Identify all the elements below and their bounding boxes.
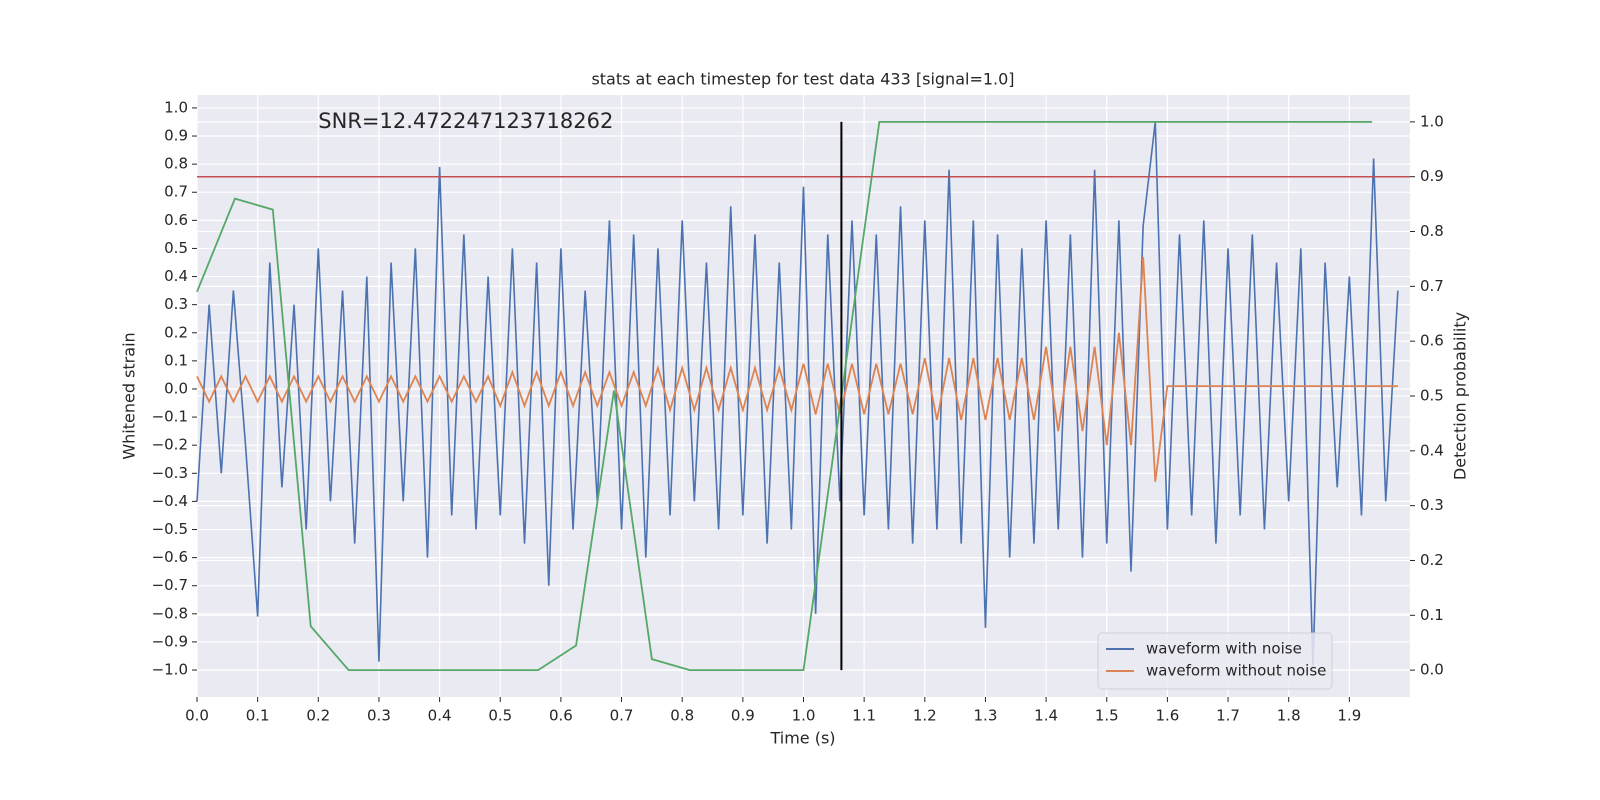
y-tick-label: 0.7 [164,183,188,201]
annotation: SNR=12.472247123718262 [318,109,613,133]
x-tick-label: 0.3 [367,707,391,725]
legend-box [1097,632,1333,690]
x-tick-label: 1.0 [792,707,816,725]
y2-tick-label: 0.0 [1420,661,1444,679]
grid [196,95,1410,697]
y2-tick-label: 0.7 [1420,277,1444,295]
y2-tick-label: 0.5 [1420,387,1444,405]
x-tick-label: 1.6 [1155,707,1179,725]
y-tick-label: 0.4 [164,267,188,285]
y-tick-label: −0.8 [152,604,188,622]
x-tick-label: 1.9 [1337,707,1361,725]
x-tick-label: 1.7 [1216,707,1240,725]
x-tick-label: 1.5 [1095,707,1119,725]
x-axis-label: Time (s) [769,729,835,748]
labels: 0.0 0.1 0.2 0.3 0.4 0.5 0.6 0.7 0.8 0.9 1.0 1.1 1.2 1… [152,98,1444,724]
y-tick-label: 0.6 [164,211,188,229]
x-tick-label: 0.1 [246,707,270,725]
x-tick-label: 1.8 [1277,707,1301,725]
x-tick-label: 0.2 [306,707,330,725]
series-line [196,120,1373,672]
legend-label: waveform with noise [1146,640,1302,658]
y-tick-label: 0.9 [164,127,188,145]
x-tick-label: 1.2 [913,707,937,725]
x-tick-label: 0.9 [731,707,755,725]
y-tick-label: −0.9 [152,632,188,650]
x-tick-label: 0.6 [549,707,573,725]
y-tick-label: 0.3 [164,295,188,313]
chart-title: stats at each timestep for test data 433… [591,70,1014,89]
x-tick-label: 1.1 [852,707,876,725]
y-tick-label: −0.5 [152,520,188,538]
y-tick-label: 0.8 [164,155,188,173]
y2-tick-label: 0.9 [1420,167,1444,185]
y2-tick-label: 0.4 [1420,441,1444,459]
series-line [196,256,1398,482]
x-tick-label: 0.8 [670,707,694,725]
y-tick-label: −0.6 [152,548,188,566]
y-tick-label: −1.0 [152,661,188,679]
y2-tick-label: 0.8 [1420,222,1444,240]
y-tick-label: −0.1 [152,408,188,426]
y2-tick-label: 0.3 [1420,496,1444,514]
y2-tick-label: 0.2 [1420,551,1444,569]
legend-label: waveform without noise [1146,662,1326,680]
y2-tick-label: 0.1 [1420,606,1444,624]
x-tick-label: 0.0 [185,707,209,725]
y-tick-label: −0.2 [152,436,188,454]
y-tick-label: 1.0 [164,98,188,116]
x-tick-label: 1.3 [974,707,998,725]
y2-tick-label: 1.0 [1420,112,1444,130]
y-tick-label: 0.5 [164,239,188,257]
marks [196,120,1410,672]
x-tick-label: 0.5 [488,707,512,725]
series-line [196,121,1399,668]
y-tick-label: −0.3 [152,464,188,482]
y-axis-label: Whitened strain [120,332,139,459]
y2-tick-label: 0.6 [1420,332,1444,350]
y-tick-label: −0.4 [152,492,188,510]
y-tick-label: 0.0 [164,379,188,397]
y2-axis-label: Detection probability [1451,312,1470,480]
x-tick-label: 1.4 [1034,707,1058,725]
x-tick-label: 0.4 [428,707,452,725]
y-tick-label: −0.7 [152,576,188,594]
y-tick-label: 0.1 [164,351,188,369]
y-tick-label: 0.2 [164,323,188,341]
x-tick-label: 0.7 [610,707,634,725]
